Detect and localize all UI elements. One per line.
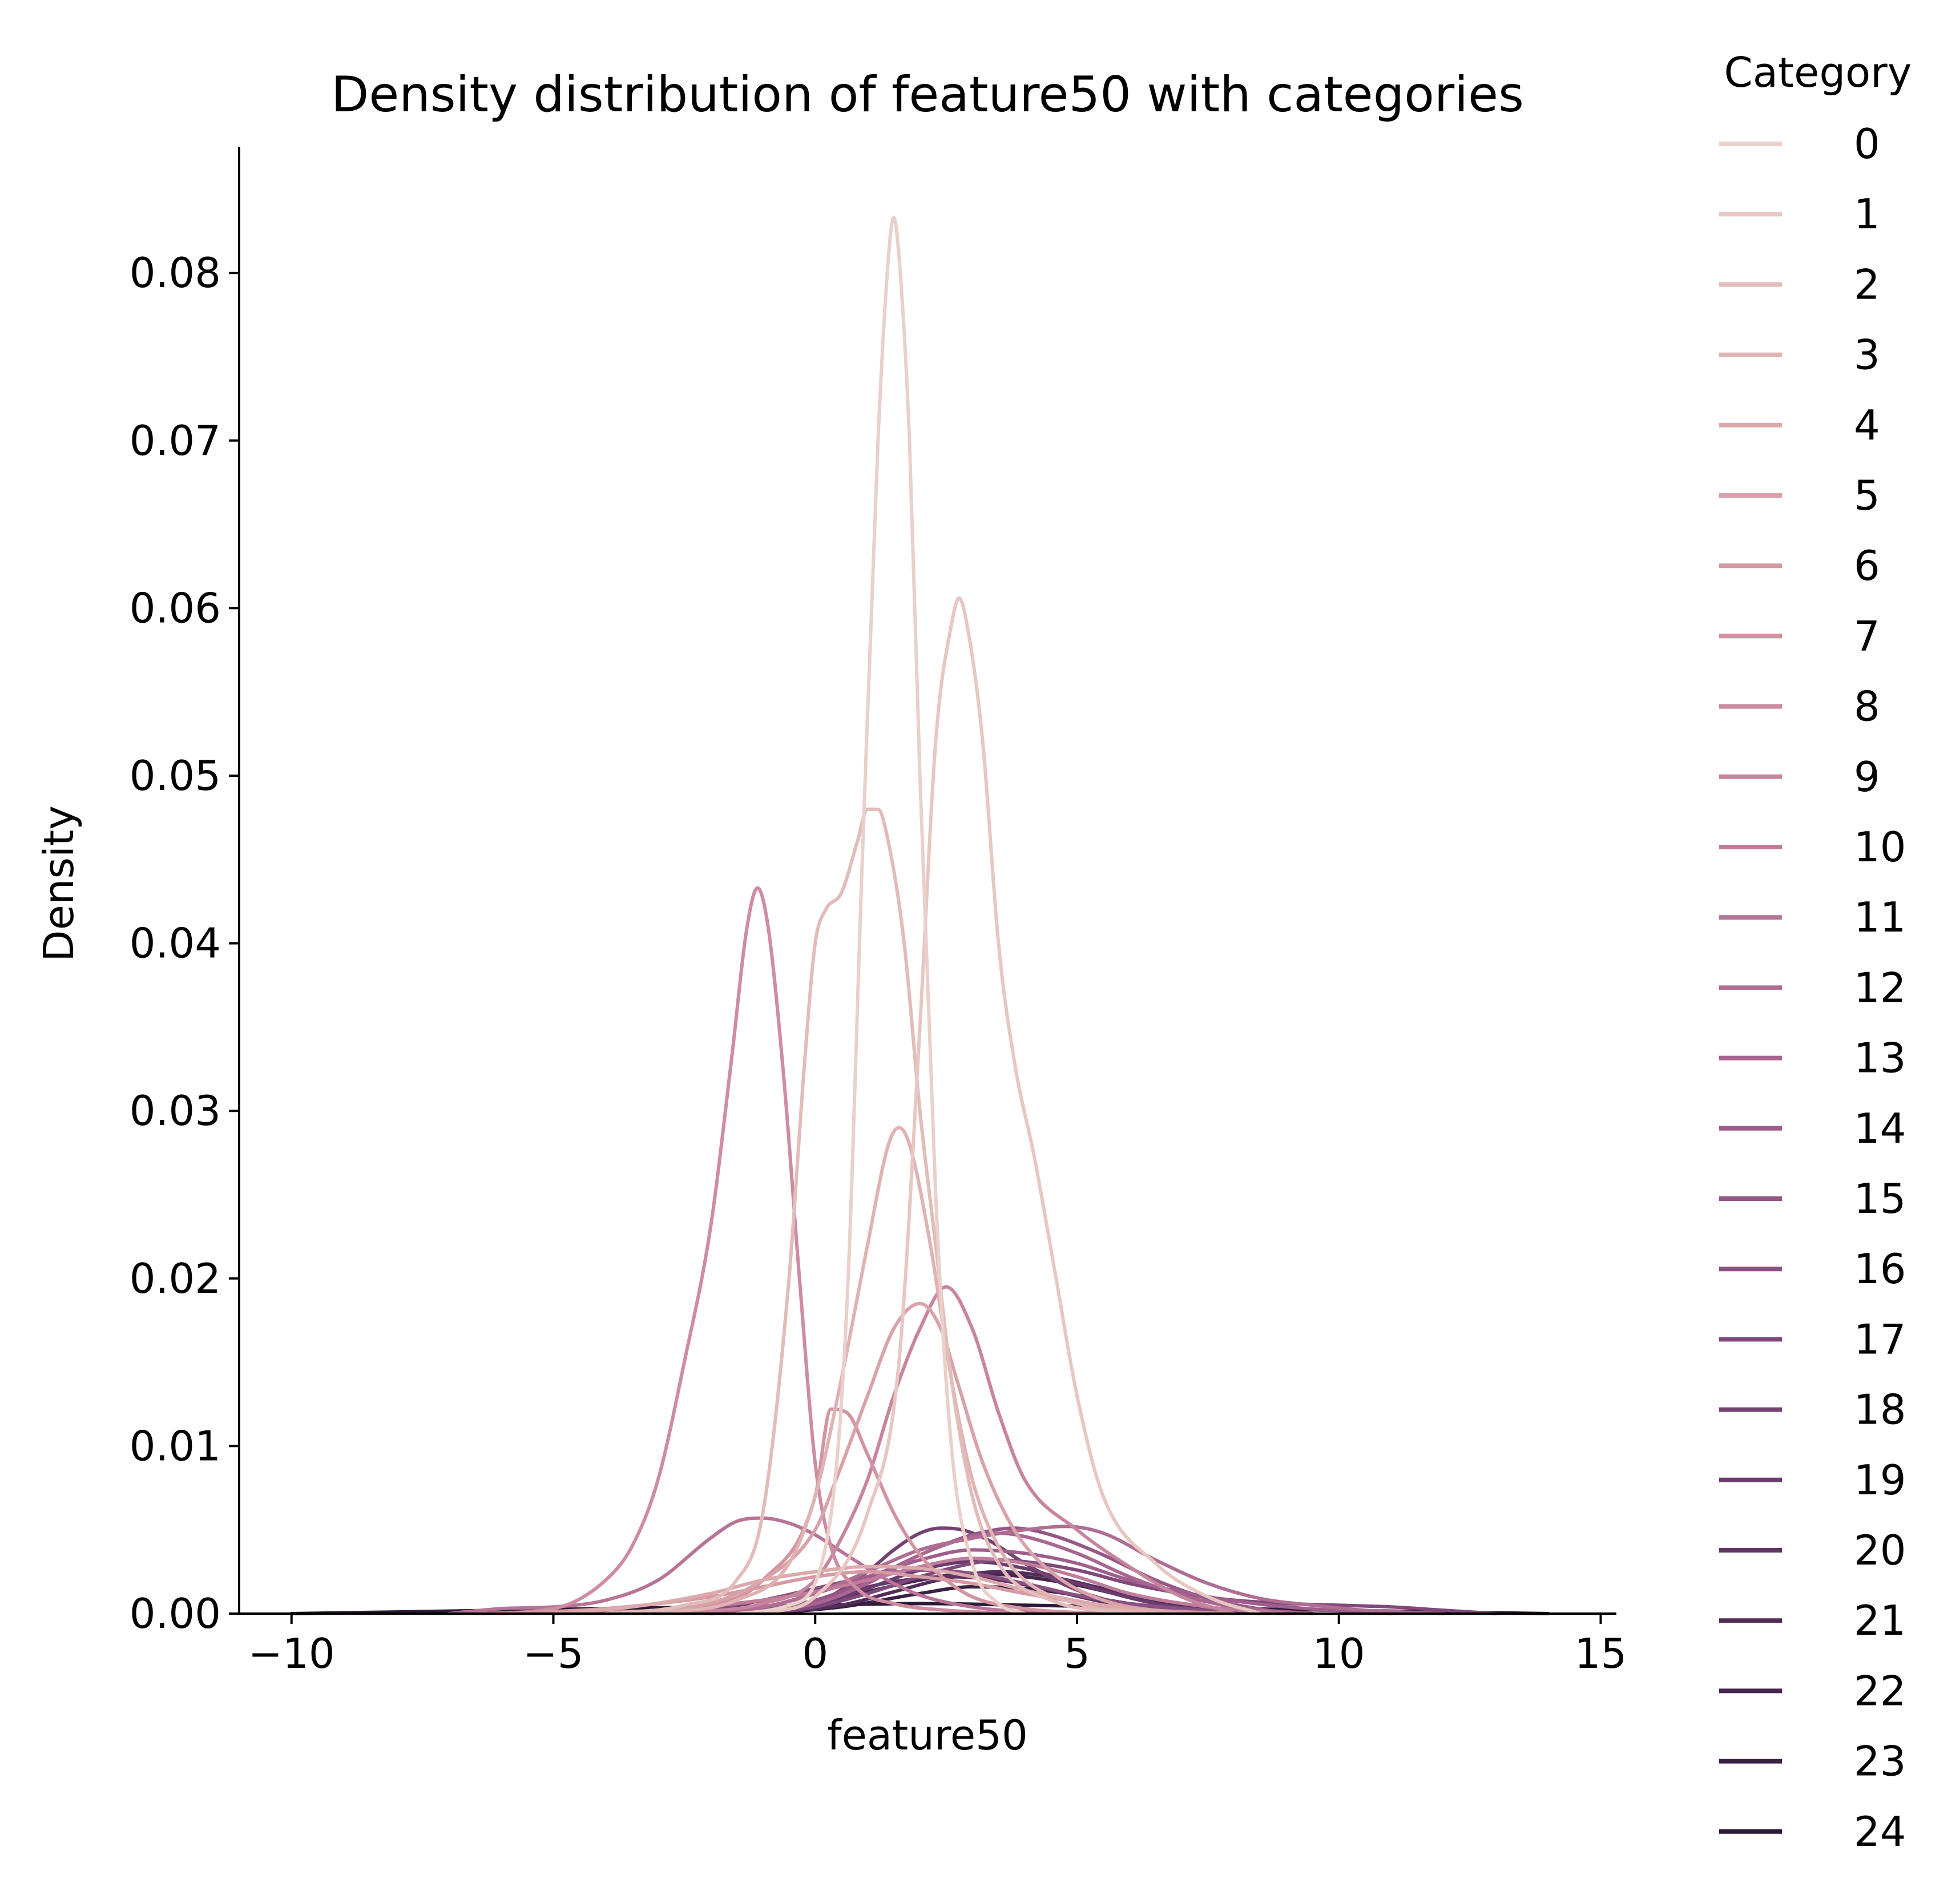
legend-label-4: 4 <box>1854 401 1880 449</box>
y-tick-label: 0.06 <box>130 584 221 632</box>
legend-label-15: 15 <box>1854 1175 1906 1223</box>
y-tick-label: 0.02 <box>130 1255 221 1303</box>
legend-label-10: 10 <box>1854 823 1906 871</box>
series-line-3 <box>656 1126 1158 1615</box>
series-line-13 <box>708 1531 1314 1615</box>
legend-title: Category <box>1724 49 1912 96</box>
legend-label-13: 13 <box>1854 1034 1906 1082</box>
x-axis-label: feature50 <box>827 1711 1028 1759</box>
legend-label-8: 8 <box>1854 683 1880 731</box>
legend-label-1: 1 <box>1854 190 1880 238</box>
legend-label-6: 6 <box>1854 542 1880 590</box>
legend-label-14: 14 <box>1854 1104 1906 1152</box>
y-tick-label: 0.01 <box>130 1422 221 1470</box>
y-tick-label: 0.03 <box>130 1087 221 1135</box>
plot-area <box>289 216 1550 1615</box>
legend-label-23: 23 <box>1854 1737 1906 1785</box>
legend-label-21: 21 <box>1854 1596 1906 1644</box>
series-line-17 <box>761 1558 1498 1615</box>
legend: Category 0123456789101112131415161718192… <box>1719 49 1911 1856</box>
x-tick-label: 10 <box>1313 1630 1365 1678</box>
legend-label-5: 5 <box>1854 471 1880 519</box>
x-tick-label: 0 <box>802 1630 828 1678</box>
series-line-2 <box>604 807 1131 1615</box>
legend-label-11: 11 <box>1854 893 1906 941</box>
y-tick-label: 0.00 <box>130 1590 221 1638</box>
legend-label-19: 19 <box>1854 1456 1906 1504</box>
y-tick-label: 0.08 <box>130 249 221 297</box>
legend-label-17: 17 <box>1854 1315 1906 1363</box>
x-tick-label: −5 <box>523 1630 583 1678</box>
series-line-11 <box>447 1516 1079 1615</box>
series-line-8 <box>473 886 1027 1615</box>
legend-label-24: 24 <box>1854 1808 1906 1856</box>
y-tick-label: 0.04 <box>130 920 221 967</box>
legend-label-12: 12 <box>1854 963 1906 1011</box>
legend-label-18: 18 <box>1854 1386 1906 1434</box>
x-tick-label: 5 <box>1064 1630 1090 1678</box>
x-axis-ticks: −10 −5 0 5 10 15 <box>248 1614 1627 1678</box>
legend-label-22: 22 <box>1854 1667 1906 1715</box>
legend-label-3: 3 <box>1854 331 1880 379</box>
legend-label-2: 2 <box>1854 260 1880 308</box>
y-axis-label: Density <box>35 805 83 962</box>
y-tick-label: 0.07 <box>130 417 221 465</box>
legend-label-9: 9 <box>1854 753 1880 801</box>
legend-label-16: 16 <box>1854 1245 1906 1293</box>
series-line-1 <box>761 596 1263 1615</box>
legend-label-20: 20 <box>1854 1526 1906 1574</box>
legend-label-0: 0 <box>1854 120 1880 168</box>
series-line-0 <box>735 216 1027 1615</box>
x-tick-label: −10 <box>248 1630 335 1678</box>
y-tick-label: 0.05 <box>130 752 221 800</box>
chart-title: Density distribution of feature50 with c… <box>331 66 1524 123</box>
x-tick-label: 15 <box>1575 1630 1627 1678</box>
y-axis-ticks: 0.00 0.01 0.02 0.03 0.04 0.05 0.06 0.07 0.08 <box>130 249 239 1638</box>
legend-label-7: 7 <box>1854 612 1880 660</box>
